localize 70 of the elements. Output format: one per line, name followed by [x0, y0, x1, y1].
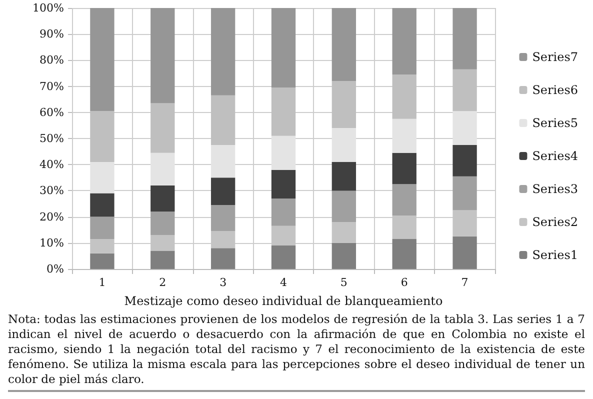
bar	[332, 81, 356, 128]
y-tick-label: 90%	[40, 28, 64, 41]
x-tick-label: 7	[461, 276, 468, 289]
y-tick-label: 80%	[40, 54, 64, 67]
legend-label: Series4	[532, 149, 578, 163]
bar	[452, 69, 477, 112]
bar	[150, 152, 175, 186]
bar	[90, 253, 114, 269]
x-tick-label: 4	[280, 276, 287, 289]
bar	[90, 8, 114, 112]
y-tick-label: 60%	[40, 106, 64, 119]
bar	[150, 103, 175, 153]
bar	[332, 162, 356, 191]
bar	[452, 236, 477, 269]
bar	[271, 170, 296, 199]
y-tick-label: 20%	[40, 210, 64, 224]
bar	[332, 190, 356, 222]
bar	[332, 242, 356, 269]
legend-label: Series5	[532, 116, 578, 130]
y-tick-label: 50%	[40, 132, 64, 145]
bar	[332, 128, 356, 162]
bar	[271, 246, 296, 269]
bar	[452, 8, 477, 70]
bar	[210, 205, 236, 232]
x-tick-label: 6	[400, 276, 408, 289]
bar	[392, 152, 416, 184]
bar	[90, 111, 114, 162]
bar	[392, 184, 416, 216]
bar	[392, 238, 416, 269]
bar	[210, 95, 236, 146]
x-tick-label: 5	[340, 276, 348, 289]
y-tick-label: 100%	[32, 2, 64, 14]
bar	[392, 8, 416, 75]
legend-label: Series1	[532, 248, 578, 262]
legend-label: Series6	[532, 83, 578, 97]
text: Nota: todas las estimaciones provienen de los modelos de regresión de la tabla 3. Las series 1 a 7 indican el nivel de acuerdo o desacuerdo con la afirmación de que en Colombia no existe el racismo, siendo 1 la negación total del racismo y 7 el reconocimiento de la existencia de este fenómeno. Se utiliza la misma escala para las percepciones sobre el deseo individual de tener un color de piel más claro.	[8, 312, 585, 387]
bar	[150, 8, 175, 104]
y-tick-label: 40%	[40, 158, 64, 172]
bar	[271, 136, 296, 170]
bar	[90, 216, 114, 239]
x-tick-label: 1	[98, 276, 106, 289]
bar	[452, 145, 477, 176]
bar	[90, 193, 114, 217]
y-tick-label: 30%	[40, 184, 64, 198]
bar	[332, 8, 356, 82]
bar	[271, 88, 296, 136]
bar	[90, 162, 114, 194]
legend-label: Series2	[532, 215, 578, 229]
bar	[210, 178, 236, 206]
bar	[392, 118, 416, 153]
bar	[452, 176, 477, 210]
bar	[150, 212, 175, 236]
bar	[332, 222, 356, 243]
bar	[210, 248, 236, 269]
x-tick-label: 3	[220, 276, 227, 289]
bar	[392, 74, 416, 119]
bar	[150, 185, 175, 212]
y-tick-label: 10%	[40, 236, 64, 250]
bar	[210, 8, 236, 96]
bar	[271, 8, 296, 88]
bar	[150, 250, 175, 269]
legend-label: Series3	[532, 182, 578, 196]
y-tick-label: 0%	[46, 262, 64, 276]
bar	[210, 145, 236, 178]
y-tick-label: 70%	[40, 80, 64, 93]
x-axis-title: Mestizaje como deseo individual de blanqueamiento	[124, 294, 443, 308]
bar	[271, 198, 296, 226]
bar	[452, 111, 477, 146]
x-tick-label: 2	[159, 276, 166, 289]
legend-label: Series7	[532, 50, 578, 64]
